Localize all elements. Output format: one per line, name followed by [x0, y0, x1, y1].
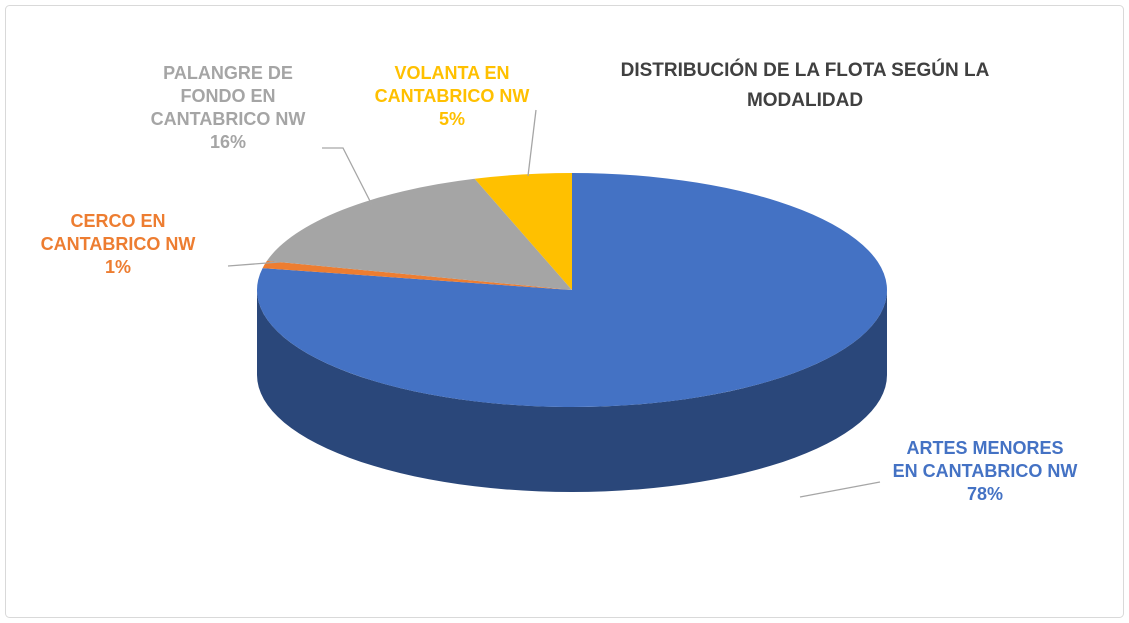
category-label: CERCO EN CANTABRICO NW [40, 211, 196, 254]
value-label: 16% [209, 132, 247, 152]
data-label: ARTES MENORES EN CANTABRICO NW 78% [893, 437, 1078, 506]
value-label: 5% [438, 109, 465, 129]
pie [257, 173, 887, 492]
data-label: VOLANTA EN CANTABRICO NW 5% [362, 62, 542, 131]
pie-slice [266, 178, 572, 290]
data-label: CERCO EN CANTABRICO NW 1% [23, 210, 213, 279]
category-label: PALANGRE DE FONDO EN CANTABRICO NW [150, 63, 306, 129]
chart-title: DISTRIBUCIÓN DE LA FLOTA SEGÚN LA MODALI… [620, 60, 990, 111]
leader-line [227, 261, 281, 267]
leader-line [799, 481, 881, 498]
leader-lines [227, 109, 881, 498]
leader-line [322, 147, 373, 206]
pie-slice [262, 260, 572, 290]
value-label: 1% [104, 257, 131, 277]
pie-slice-side [257, 290, 887, 492]
category-label: ARTES MENORES EN CANTABRICO NW [892, 438, 1078, 481]
leader-line [527, 109, 537, 177]
data-label: PALANGRE DE FONDO EN CANTABRICO NW 16% [138, 62, 318, 154]
value-label: 78% [966, 484, 1004, 504]
category-label: VOLANTA EN CANTABRICO NW [374, 63, 530, 106]
pie-slice [474, 173, 572, 290]
